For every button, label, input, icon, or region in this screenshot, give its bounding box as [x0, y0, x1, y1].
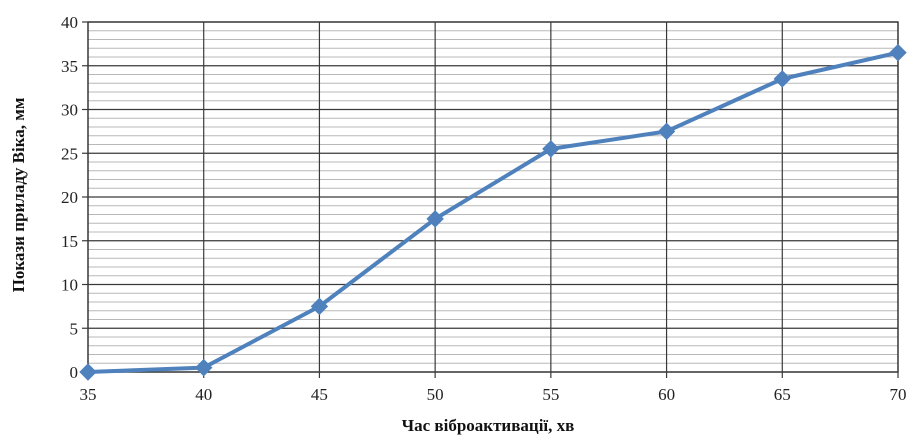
x-tick-label: 45 [311, 385, 328, 404]
x-axis-title: Час віброактивації, хв [402, 416, 575, 435]
y-tick-label: 5 [70, 319, 79, 338]
data-point-marker [774, 71, 790, 87]
y-tick-label: 15 [61, 232, 78, 251]
y-tick-label: 40 [61, 13, 78, 32]
x-tick-labels: 35 40 45 50 55 60 65 70 [80, 385, 907, 404]
x-tick-label: 60 [658, 385, 675, 404]
major-grid [82, 22, 898, 378]
data-point-marker [659, 123, 675, 139]
y-tick-label: 10 [61, 276, 78, 295]
x-tick-label: 55 [542, 385, 559, 404]
x-tick-label: 65 [774, 385, 791, 404]
y-tick-labels: 0 5 10 15 20 25 30 35 40 [61, 13, 78, 382]
x-tick-label: 40 [195, 385, 212, 404]
y-tick-label: 20 [61, 188, 78, 207]
y-tick-label: 30 [61, 101, 78, 120]
x-tick-label: 35 [80, 385, 97, 404]
y-tick-label: 25 [61, 144, 78, 163]
y-tick-label: 35 [61, 57, 78, 76]
y-axis-title: Покази приладу Віка, мм [9, 97, 28, 292]
data-point-marker [196, 360, 212, 376]
x-tick-label: 50 [427, 385, 444, 404]
y-tick-label: 0 [70, 363, 79, 382]
data-point-marker [80, 364, 96, 380]
data-point-marker [890, 45, 906, 61]
x-tick-label: 70 [890, 385, 907, 404]
